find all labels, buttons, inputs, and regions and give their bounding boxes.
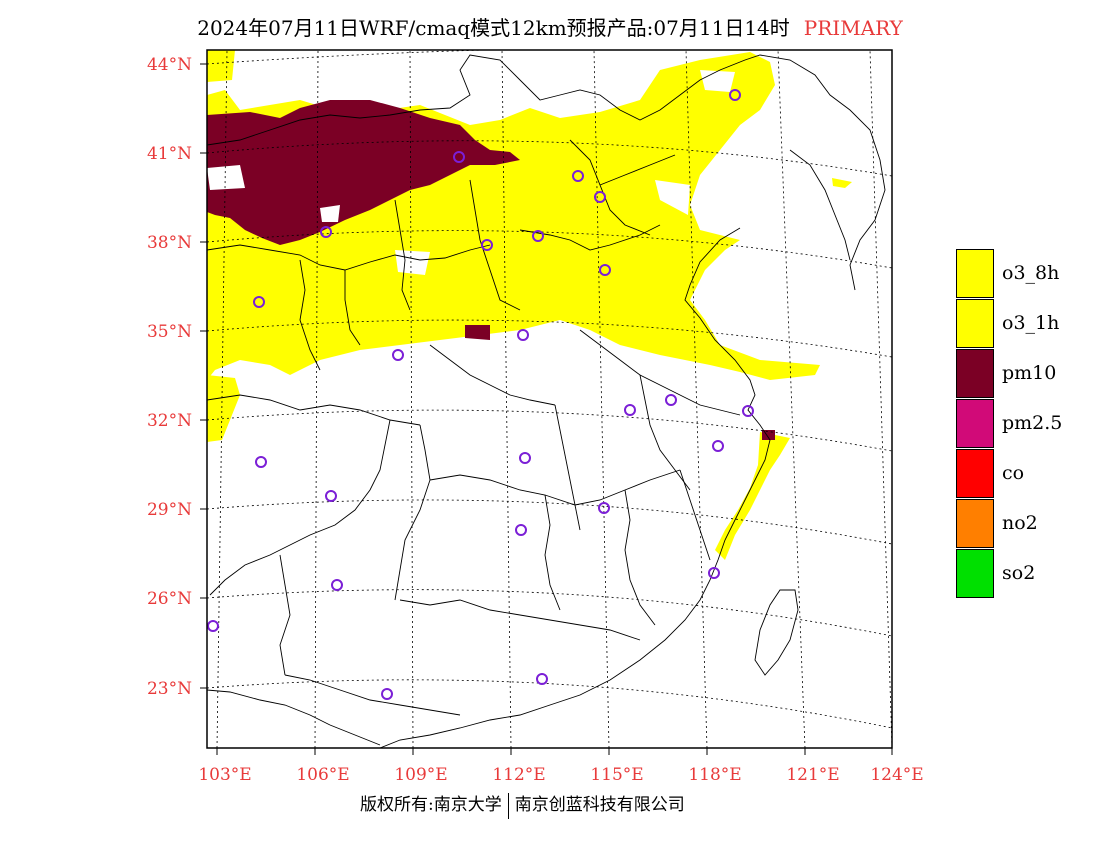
- lon-label: 112°E: [492, 765, 546, 785]
- legend-label: co: [1002, 462, 1025, 484]
- title-main: 2024年07月11日WRF/cmaq模式12km预报产品:07月11日14时: [197, 16, 790, 40]
- copyright-right: 南京创蓝科技有限公司: [514, 795, 685, 815]
- copyright-left: 版权所有:南京大学: [360, 795, 502, 815]
- lat-label: 38°N: [146, 233, 192, 253]
- legend-label: no2: [1002, 512, 1038, 534]
- lat-label: 44°N: [146, 55, 192, 75]
- map-frame: [206, 49, 893, 749]
- taiwan: [754, 589, 799, 676]
- lon-label: 103°E: [198, 765, 252, 785]
- title-tag: PRIMARY: [803, 16, 903, 40]
- boundary-north: [207, 54, 886, 291]
- o3-region-ne: [832, 178, 852, 188]
- lat-label: 35°N: [146, 322, 192, 342]
- lon-label: 121°E: [786, 765, 840, 785]
- lat-label: 29°N: [146, 500, 192, 520]
- coastline: [379, 227, 771, 748]
- pm10-region: [207, 100, 520, 245]
- lat-label: 41°N: [146, 144, 192, 164]
- lon-label: 106°E: [296, 765, 350, 785]
- legend-label: so2: [1002, 562, 1036, 584]
- lon-label: 109°E: [394, 765, 448, 785]
- lon-label: 115°E: [590, 765, 644, 785]
- lat-label: 23°N: [146, 679, 192, 699]
- legend-swatch: [956, 399, 994, 448]
- lat-label: 32°N: [146, 411, 192, 431]
- legend-label: o3_1h: [1002, 312, 1060, 334]
- copyright: 版权所有:南京大学 南京创蓝科技有限公司: [360, 790, 685, 819]
- boundary-korea: [789, 149, 851, 261]
- o3-region-west: [207, 375, 240, 442]
- legend-label: pm2.5: [1002, 412, 1063, 434]
- copyright-separator: [507, 792, 509, 819]
- legend-swatch: [956, 499, 994, 548]
- lat-label: 26°N: [146, 589, 192, 609]
- legend-swatch: [956, 549, 994, 598]
- legend-swatch: [956, 449, 994, 498]
- o3-region-coast: [715, 432, 790, 560]
- legend-swatch: [956, 349, 994, 398]
- legend-label: o3_8h: [1002, 262, 1060, 284]
- lon-label: 124°E: [870, 765, 924, 785]
- map-title: 2024年07月11日WRF/cmaq模式12km预报产品:07月11日14时 P…: [0, 12, 1100, 41]
- legend-swatch: [956, 249, 994, 298]
- o3-region-nw-top: [207, 50, 235, 82]
- lon-label: 118°E: [688, 765, 742, 785]
- legend-label: pm10: [1002, 362, 1057, 384]
- legend-swatch: [956, 299, 994, 348]
